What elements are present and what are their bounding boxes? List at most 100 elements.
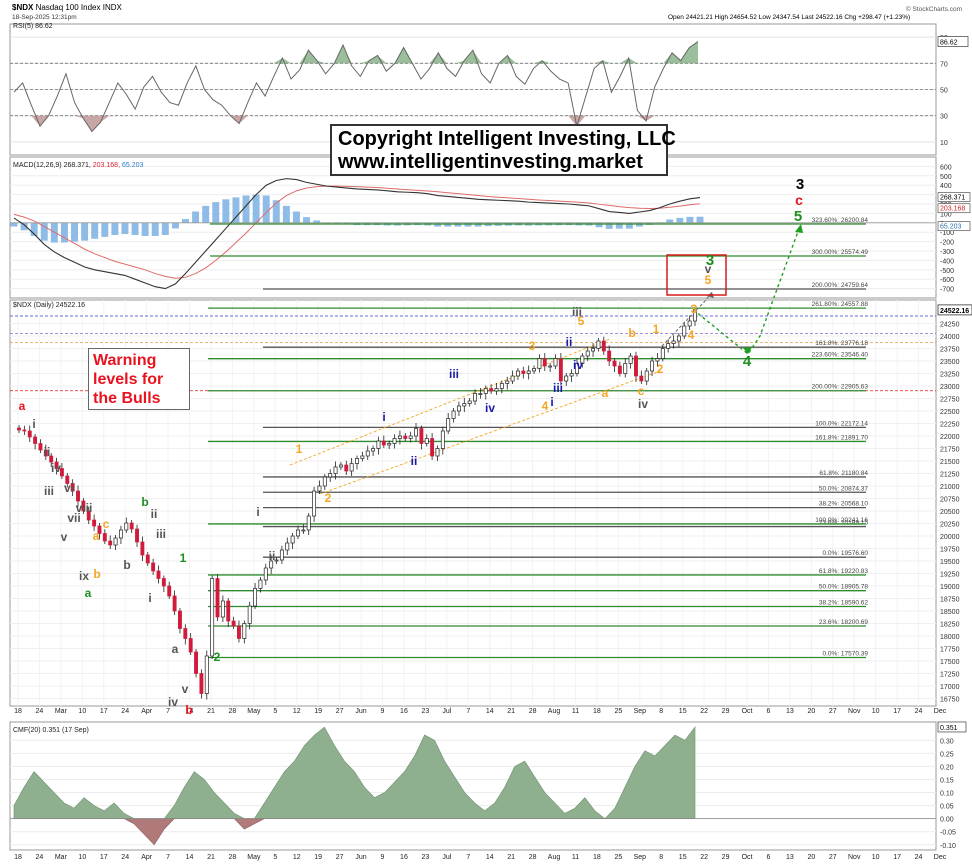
price-x-tick-label: 20	[807, 708, 815, 715]
warning-line: Warning	[93, 352, 157, 369]
macd-tick-label: -600	[940, 277, 954, 284]
macd-histogram-bar	[434, 222, 442, 227]
ohlc-readout: Open 24421.21 High 24654.52 Low 24347.54…	[668, 14, 910, 21]
candle-body	[510, 375, 515, 382]
macd-histogram-bar	[10, 222, 18, 227]
wave-label: a	[93, 529, 100, 543]
macd-histogram-bar	[202, 205, 210, 223]
fib-level-label: 100.0%: 22172.14	[815, 420, 868, 427]
price-value-label: 24522.16	[940, 308, 969, 315]
price-tick-label: 16750	[940, 697, 960, 704]
candle-body	[660, 348, 665, 359]
copyright-line2: www.intelligentinvesting.market	[338, 151, 643, 173]
price-x-tick-label: 10	[872, 708, 880, 715]
candle-body	[634, 355, 638, 377]
price-tick-label: 17000	[940, 684, 960, 691]
warning-box: Warning levels for the Bulls	[88, 348, 190, 410]
macd-histogram-bar	[141, 222, 149, 236]
candle-body	[253, 588, 258, 607]
price-tick-label: 18250	[940, 622, 960, 629]
cmf-tick-label: 0.25	[940, 751, 954, 758]
candle-body	[215, 578, 220, 618]
fib-level-label: 223.60%: 23546.40	[812, 352, 869, 359]
price-tick-label: 17750	[940, 647, 960, 654]
macd-value-box	[937, 192, 971, 202]
candle-body	[118, 529, 123, 539]
price-x-tick-label: 5	[273, 708, 277, 715]
candle-body	[671, 340, 676, 344]
candle-body	[516, 370, 520, 377]
candle-body	[274, 559, 279, 562]
wave-label: b	[93, 567, 100, 581]
watermark: © StockCharts.com	[906, 5, 962, 13]
price-x-tick-label: 24	[915, 708, 923, 715]
candle-body	[70, 483, 75, 492]
macd-tick-label: -300	[940, 249, 954, 256]
macd-line	[13, 178, 701, 290]
price-tick-label: 23500	[940, 359, 960, 366]
candle-body	[124, 522, 129, 531]
wave-label: i	[148, 591, 151, 605]
price-x-tick-label: 19	[314, 708, 322, 715]
price-x-tick-label: 25	[614, 708, 622, 715]
price-tick-label: 22250	[940, 422, 960, 429]
fib-level-label: 50.0%: 20874.37	[819, 485, 869, 492]
candle-body	[548, 365, 553, 368]
wave-label: iii	[553, 381, 563, 395]
candle-body	[49, 455, 54, 463]
cmf-tick-label: -0.10	[940, 843, 956, 850]
price-tick-label: 20500	[940, 509, 960, 516]
macd-histogram-bar	[81, 222, 89, 241]
macd-tick-label: -100	[940, 230, 954, 237]
cmf-x-tick-label: 14	[486, 854, 494, 861]
wave-label: vi	[64, 481, 74, 495]
candle-body	[199, 673, 204, 694]
wave-label: ii	[44, 445, 51, 459]
fib-level-label: 0.0%: 19576.60	[822, 550, 868, 557]
price-x-tick-label: Aug	[548, 708, 561, 715]
macd-histogram-bar	[333, 222, 341, 224]
macd-histogram-bar	[444, 222, 452, 227]
price-x-tick-label: May	[247, 708, 261, 715]
candle-body	[247, 605, 252, 624]
price-x-tick-label: 7	[166, 708, 170, 715]
projection-gray-path	[661, 291, 713, 347]
price-x-tick-label: Jul	[442, 708, 451, 715]
projection-arrow-head	[743, 347, 752, 354]
wave-label: iv	[485, 401, 495, 415]
macd-histogram-bar	[171, 222, 179, 229]
cmf-x-tick-label: 10	[78, 854, 86, 861]
macd-histogram-bar	[131, 222, 139, 236]
cmf-x-tick-label: 24	[121, 854, 129, 861]
cmf-x-tick-label: Mar	[55, 854, 68, 861]
wave-label: 5	[794, 208, 802, 225]
candle-body	[687, 320, 692, 327]
candle-body	[483, 388, 488, 394]
cmf-x-tick-label: Oct	[742, 854, 753, 861]
price-x-tick-label: 23	[421, 708, 429, 715]
candle-body	[392, 438, 397, 444]
candle-body	[591, 348, 596, 352]
candle-body	[553, 358, 558, 367]
candle-body	[650, 360, 655, 372]
wave-label: iii	[156, 527, 166, 541]
candle-body	[338, 464, 343, 468]
macd-tick-label: 600	[940, 164, 952, 171]
price-tick-label: 24000	[940, 334, 960, 341]
macd-histogram-bar	[635, 222, 643, 227]
candle-body	[456, 405, 461, 412]
candle-body	[462, 403, 467, 407]
candle-body	[140, 541, 145, 556]
price-tick-label: 17250	[940, 672, 960, 679]
macd-histogram-bar	[182, 219, 189, 223]
wave-label: i	[382, 410, 385, 424]
price-tick-label: 24250	[940, 322, 960, 329]
cmf-x-tick-label: 16	[400, 854, 408, 861]
candle-body	[38, 443, 43, 451]
wave-label: 3	[691, 302, 698, 316]
cmf-positive-area	[13, 726, 696, 820]
macd-histogram-bar	[686, 216, 694, 223]
price-x-tick-label: 9	[381, 708, 385, 715]
channel-lower-line	[319, 370, 661, 495]
wave-label: v	[182, 682, 189, 696]
